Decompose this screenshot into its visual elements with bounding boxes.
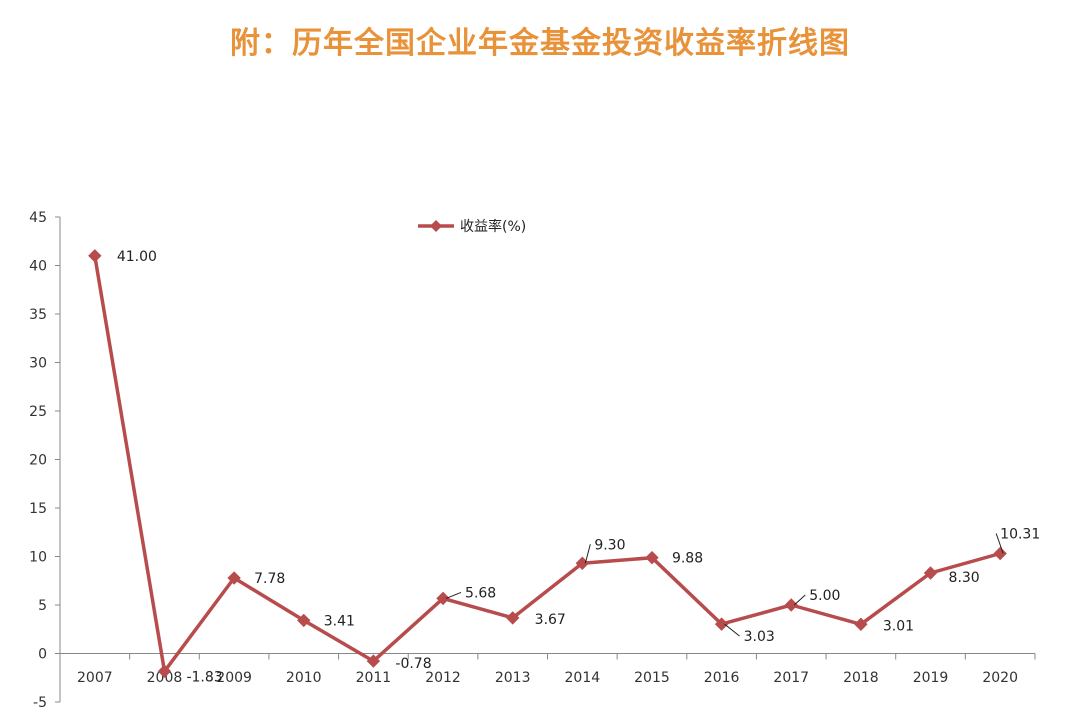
- x-tick-label: 2020: [982, 670, 1018, 686]
- data-label-leader: [995, 533, 1004, 554]
- axes: -5 0 5 10 15 20 25 30 35 40 45 2007 2008 2009 2010 2011…: [29, 210, 1036, 711]
- y-tick-label: 35: [29, 307, 47, 323]
- y-tick-label: 15: [29, 501, 47, 517]
- y-tick-label: -5: [33, 695, 47, 711]
- y-tick-label: 30: [29, 356, 47, 372]
- data-label-leader: [724, 623, 740, 637]
- data-point: [157, 664, 172, 678]
- x-tick-label: 2018: [843, 670, 879, 686]
- data-label: 3.01: [883, 618, 914, 634]
- data-point: [436, 591, 450, 606]
- data-label: 41.00: [117, 249, 157, 265]
- x-tick-label: 2007: [77, 670, 113, 686]
- x-tick-label: 2008: [147, 670, 183, 686]
- data-label-leader: [584, 544, 591, 564]
- data-label: 5.68: [465, 585, 496, 601]
- data-point: [714, 617, 729, 631]
- data-point: [505, 611, 520, 625]
- data-label: 9.30: [594, 537, 625, 553]
- data-label-leader: [445, 591, 462, 599]
- x-tick-label: 2009: [216, 670, 252, 686]
- x-tick-label: 2014: [565, 670, 601, 686]
- data-label: 3.41: [324, 613, 355, 629]
- y-tick-label: 40: [29, 259, 47, 275]
- series-line: [93, 255, 1001, 674]
- data-label: 5.00: [809, 588, 840, 604]
- y-tick-label: 45: [29, 210, 47, 226]
- y-tick-label: 5: [38, 598, 47, 614]
- y-tick-label: 20: [29, 453, 47, 469]
- page-title: 附：历年全国企业年金基金投资收益率折线图: [230, 26, 850, 61]
- data-point: [993, 546, 1007, 561]
- data-label: 3.03: [744, 629, 775, 645]
- x-tick-label: 2011: [356, 670, 392, 686]
- legend: 收益率(%): [418, 218, 526, 235]
- data-label: 9.88: [672, 551, 703, 567]
- x-tick-label: 2012: [425, 670, 461, 686]
- data-label: 10.31: [1000, 526, 1040, 542]
- data-point: [297, 613, 311, 628]
- x-tick-label: 2019: [913, 670, 949, 686]
- data-point: [645, 550, 659, 565]
- data-label: -1.83: [186, 669, 222, 685]
- legend-marker: [430, 220, 442, 232]
- y-tick-label: 10: [29, 550, 47, 566]
- data-label-leader: [793, 594, 806, 606]
- x-tick-label: 2013: [495, 670, 531, 686]
- data-label: -0.78: [395, 656, 431, 672]
- data-label: 8.30: [949, 570, 980, 586]
- x-tick-label: 2015: [634, 670, 670, 686]
- data-point: [784, 598, 798, 612]
- data-point: [366, 654, 381, 668]
- y-tick-label: 0: [38, 647, 47, 663]
- data-label: 7.78: [254, 571, 285, 587]
- y-tick-label: 25: [29, 404, 47, 420]
- x-tick-label: 2010: [286, 670, 322, 686]
- x-tick-label: 2016: [704, 670, 740, 686]
- data-point: [923, 566, 938, 580]
- x-tick-label: 2017: [773, 670, 809, 686]
- legend-label: 收益率(%): [460, 218, 526, 235]
- data-point: [88, 249, 102, 263]
- data-label: 3.67: [535, 612, 566, 628]
- data-point: [227, 571, 241, 585]
- series-layer: 41.00 -1.83 7.78 3.41 -0.78 5.68 3.67 9.30 9.88 3…: [88, 249, 1040, 685]
- data-point: [854, 617, 868, 632]
